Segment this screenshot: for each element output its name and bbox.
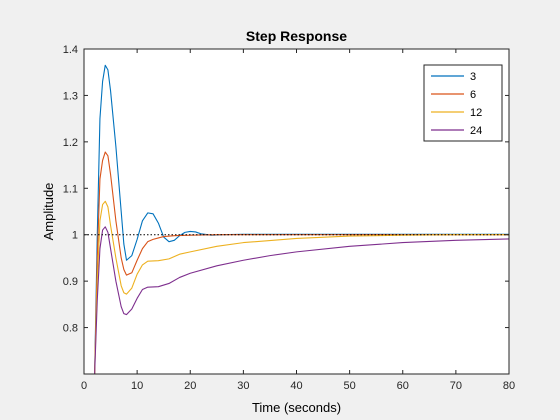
y-axis-label: Amplitude <box>41 183 56 241</box>
legend: 3 6 12 24 <box>423 64 503 142</box>
x-tick-label: 40 <box>290 380 302 392</box>
x-tick-label: 30 <box>237 380 249 392</box>
y-tick-label: 1 <box>72 230 78 242</box>
legend-label-12: 12 <box>470 107 482 119</box>
legend-label-6: 6 <box>470 89 476 101</box>
legend-label-24: 24 <box>470 125 482 137</box>
x-tick-label: 60 <box>397 380 409 392</box>
ticks-layer: 0 10 20 30 40 50 60 70 80 0.8 0.9 1 1.1 1.2 1.3 1.4 <box>63 44 515 392</box>
series-line-12 <box>94 200 509 374</box>
y-tick-label: 0.8 <box>63 323 78 335</box>
x-tick-label: 0 <box>81 380 87 392</box>
x-tick-label: 70 <box>450 380 462 392</box>
x-tick-label: 50 <box>344 380 356 392</box>
chart-title: Step Response <box>246 28 347 44</box>
x-tick-label: 10 <box>131 380 143 392</box>
y-tick-label: 1.4 <box>63 44 78 56</box>
x-axis-label: Time (seconds) <box>252 400 341 415</box>
legend-label-3: 3 <box>470 71 476 83</box>
series-line-24 <box>94 226 509 374</box>
y-tick-label: 1.1 <box>63 183 78 195</box>
y-tick-label: 1.3 <box>63 90 78 102</box>
x-tick-label: 20 <box>184 380 196 392</box>
y-tick-label: 0.9 <box>63 276 78 288</box>
y-tick-label: 1.2 <box>63 137 78 149</box>
series-line-6 <box>94 151 509 374</box>
x-tick-label: 80 <box>503 380 515 392</box>
legend-box <box>423 64 503 142</box>
